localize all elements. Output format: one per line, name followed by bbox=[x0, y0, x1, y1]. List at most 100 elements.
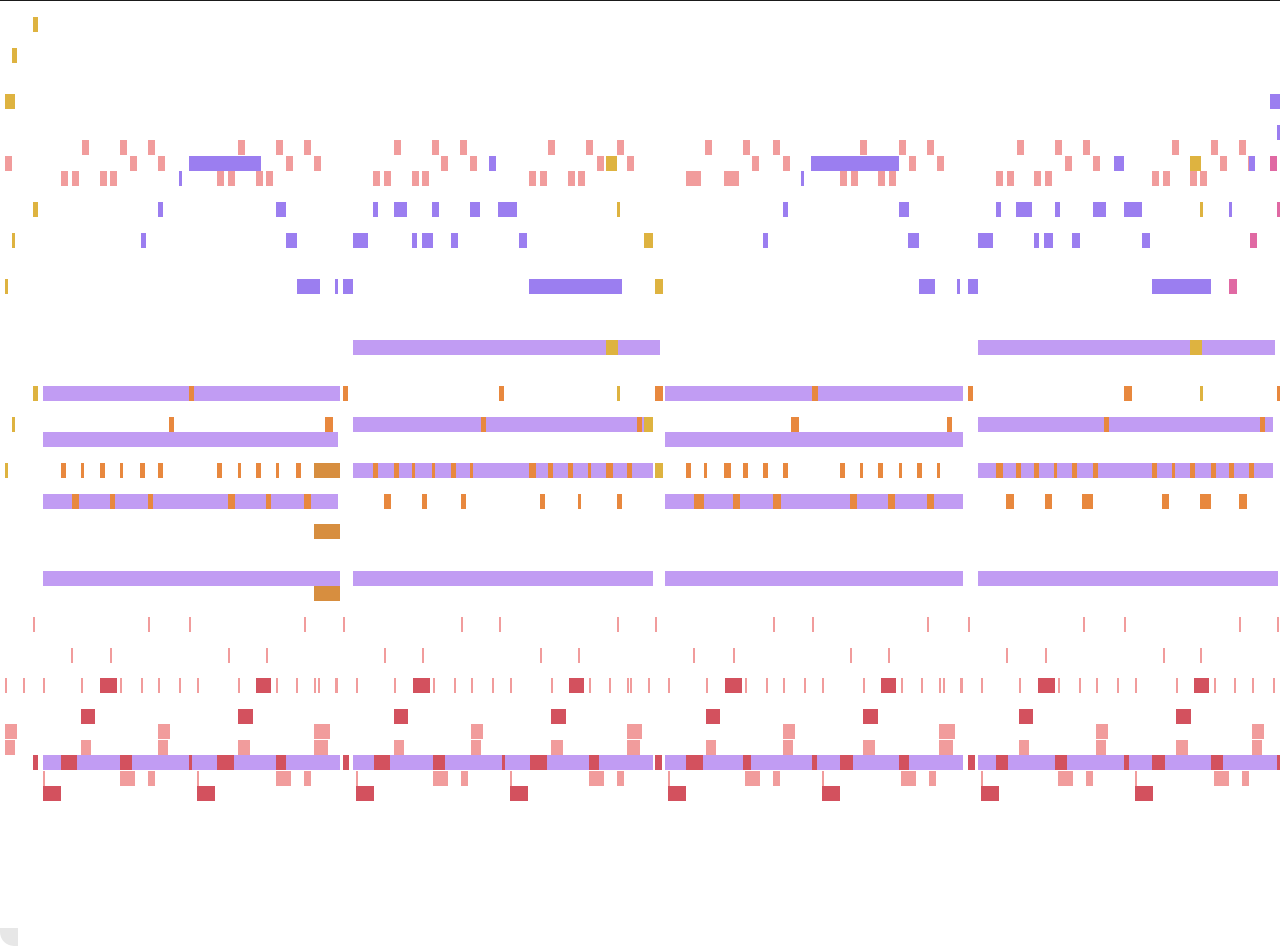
note-block[interactable] bbox=[1190, 340, 1202, 355]
note-block[interactable] bbox=[804, 678, 806, 693]
note-block[interactable] bbox=[540, 494, 545, 509]
note-block[interactable] bbox=[822, 771, 824, 786]
note-block[interactable] bbox=[489, 156, 496, 171]
note-block[interactable] bbox=[745, 678, 747, 693]
note-block[interactable] bbox=[140, 463, 145, 478]
note-block[interactable] bbox=[978, 463, 1273, 478]
note-block[interactable] bbox=[1096, 740, 1106, 755]
note-block[interactable] bbox=[617, 771, 624, 786]
note-block[interactable] bbox=[314, 524, 340, 539]
note-block[interactable] bbox=[72, 494, 79, 509]
note-block[interactable] bbox=[318, 724, 330, 739]
note-block[interactable] bbox=[394, 463, 399, 478]
note-block[interactable] bbox=[694, 494, 704, 509]
note-block[interactable] bbox=[968, 755, 975, 770]
note-block[interactable] bbox=[461, 494, 466, 509]
note-block[interactable] bbox=[1104, 417, 1109, 432]
note-block[interactable] bbox=[908, 233, 919, 248]
note-block[interactable] bbox=[498, 202, 517, 217]
note-block[interactable] bbox=[725, 678, 742, 693]
note-block[interactable] bbox=[1229, 279, 1237, 294]
note-block[interactable] bbox=[609, 678, 611, 693]
note-block[interactable] bbox=[1135, 771, 1137, 786]
note-block[interactable] bbox=[33, 17, 38, 32]
note-block[interactable] bbox=[1211, 755, 1223, 770]
note-block[interactable] bbox=[1277, 202, 1280, 217]
note-block[interactable] bbox=[589, 755, 599, 770]
note-block[interactable] bbox=[1176, 678, 1178, 693]
note-block[interactable] bbox=[1055, 202, 1060, 217]
note-block[interactable] bbox=[422, 233, 433, 248]
note-block[interactable] bbox=[141, 678, 143, 693]
note-block[interactable] bbox=[373, 171, 380, 186]
note-block[interactable] bbox=[665, 432, 963, 447]
note-block[interactable] bbox=[957, 279, 960, 294]
note-block[interactable] bbox=[276, 678, 278, 693]
note-block[interactable] bbox=[296, 463, 301, 478]
note-block[interactable] bbox=[919, 279, 935, 294]
note-block[interactable] bbox=[304, 617, 306, 632]
note-block[interactable] bbox=[588, 463, 591, 478]
note-block[interactable] bbox=[996, 202, 1001, 217]
note-block[interactable] bbox=[961, 678, 963, 693]
note-block[interactable] bbox=[811, 156, 899, 171]
note-block[interactable] bbox=[1019, 678, 1021, 693]
note-block[interactable] bbox=[917, 463, 922, 478]
note-block[interactable] bbox=[1114, 156, 1124, 171]
note-block[interactable] bbox=[1044, 233, 1053, 248]
note-block[interactable] bbox=[1234, 678, 1236, 693]
note-block[interactable] bbox=[943, 724, 955, 739]
note-block[interactable] bbox=[5, 94, 15, 109]
note-block[interactable] bbox=[1093, 202, 1106, 217]
note-block[interactable] bbox=[655, 386, 663, 401]
note-block[interactable] bbox=[644, 233, 653, 248]
note-block[interactable] bbox=[850, 648, 852, 663]
note-block[interactable] bbox=[863, 740, 875, 755]
note-block[interactable] bbox=[1152, 463, 1157, 478]
note-block[interactable] bbox=[296, 678, 298, 693]
note-block[interactable] bbox=[888, 494, 895, 509]
note-block[interactable] bbox=[314, 678, 316, 693]
note-block[interactable] bbox=[100, 678, 117, 693]
note-block[interactable] bbox=[179, 171, 182, 186]
note-block[interactable] bbox=[617, 386, 620, 401]
note-block[interactable] bbox=[217, 755, 234, 770]
note-block[interactable] bbox=[471, 678, 473, 693]
note-block[interactable] bbox=[276, 463, 279, 478]
note-block[interactable] bbox=[238, 678, 240, 693]
note-block[interactable] bbox=[451, 233, 458, 248]
note-block[interactable] bbox=[1065, 156, 1072, 171]
note-block[interactable] bbox=[981, 786, 999, 801]
note-block[interactable] bbox=[1135, 786, 1153, 801]
note-block[interactable] bbox=[384, 171, 391, 186]
note-block[interactable] bbox=[422, 494, 427, 509]
note-block[interactable] bbox=[617, 617, 619, 632]
note-block[interactable] bbox=[773, 140, 780, 155]
note-block[interactable] bbox=[1270, 94, 1280, 109]
note-block[interactable] bbox=[1034, 171, 1041, 186]
note-block[interactable] bbox=[706, 678, 708, 693]
note-block[interactable] bbox=[336, 678, 338, 693]
note-block[interactable] bbox=[318, 678, 320, 693]
note-block[interactable] bbox=[374, 755, 390, 770]
note-block[interactable] bbox=[412, 171, 419, 186]
note-block[interactable] bbox=[158, 463, 163, 478]
note-block[interactable] bbox=[276, 755, 286, 770]
note-block[interactable] bbox=[81, 740, 91, 755]
note-block[interactable] bbox=[130, 156, 137, 171]
note-block[interactable] bbox=[888, 648, 890, 663]
note-block[interactable] bbox=[228, 494, 235, 509]
note-block[interactable] bbox=[878, 463, 883, 478]
note-block[interactable] bbox=[863, 709, 878, 724]
note-block[interactable] bbox=[266, 648, 268, 663]
note-block[interactable] bbox=[665, 571, 963, 586]
note-block[interactable] bbox=[110, 648, 112, 663]
note-block[interactable] bbox=[286, 156, 293, 171]
note-block[interactable] bbox=[1058, 771, 1073, 786]
note-block[interactable] bbox=[297, 279, 320, 294]
note-block[interactable] bbox=[110, 171, 117, 186]
note-block[interactable] bbox=[1054, 463, 1057, 478]
note-block[interactable] bbox=[840, 171, 847, 186]
note-block[interactable] bbox=[43, 432, 338, 447]
note-block[interactable] bbox=[422, 648, 424, 663]
